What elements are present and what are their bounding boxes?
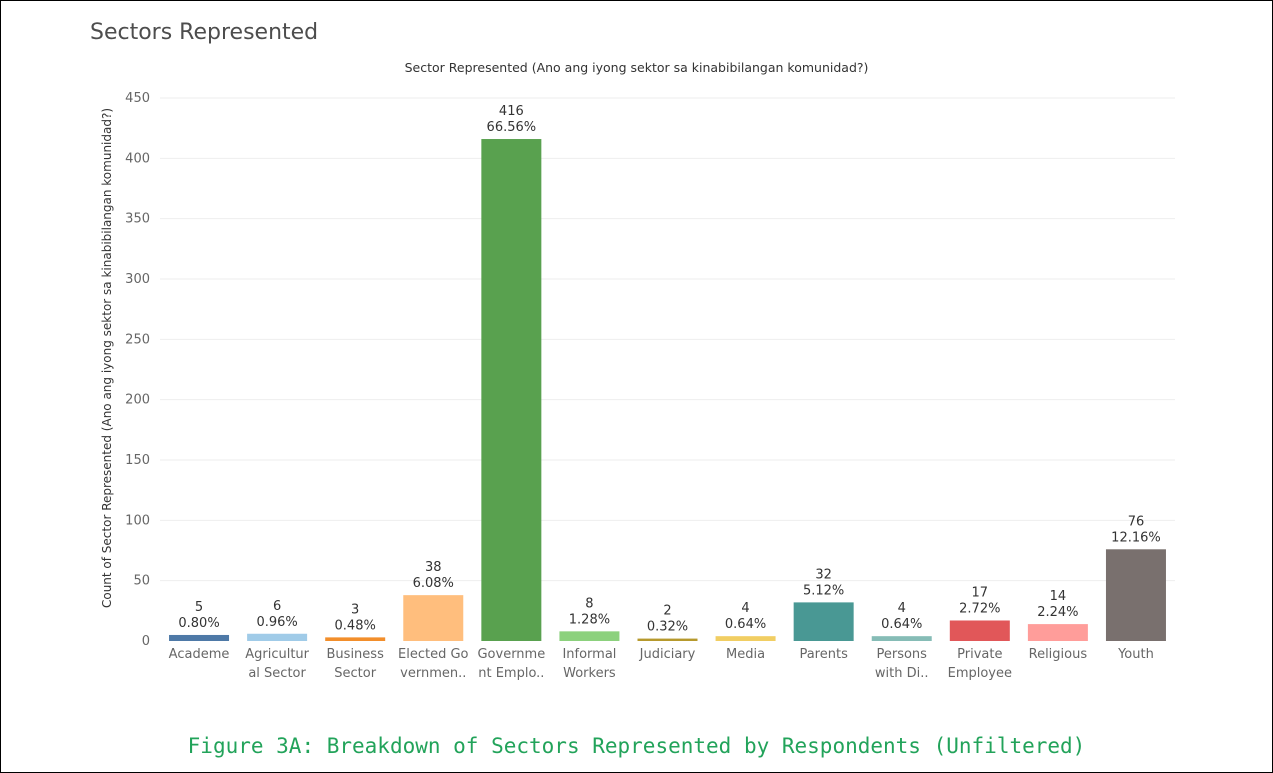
- bar-percent-label: 0.48%: [335, 618, 376, 633]
- category-label: vernmen..: [400, 666, 466, 681]
- bar-percent-label: 2.24%: [1037, 605, 1078, 620]
- bar: [1105, 549, 1166, 641]
- category-label: Informal: [562, 647, 616, 662]
- bar-percent-label: 1.28%: [569, 612, 610, 627]
- y-tick-label: 200: [125, 393, 150, 408]
- bar-value-label: 76: [1128, 514, 1145, 529]
- bar-value-label: 3: [351, 602, 359, 617]
- y-tick-label: 0: [142, 634, 150, 649]
- bar-value-label: 4: [741, 601, 749, 616]
- bar: [325, 637, 386, 641]
- y-tick-label: 300: [125, 272, 150, 287]
- category-label: Employee: [948, 666, 1012, 681]
- category-label: Youth: [1117, 647, 1154, 662]
- category-label: Agricultur: [245, 647, 309, 662]
- bar-percent-label: 0.32%: [647, 620, 688, 635]
- category-label: Religious: [1029, 647, 1088, 662]
- bar: [1027, 624, 1088, 641]
- y-tick-label: 450: [125, 91, 150, 106]
- bar-percent-label: 0.96%: [256, 615, 297, 630]
- gridlines: [160, 97, 1175, 582]
- figure-caption: Figure 3A: Breakdown of Sectors Represen…: [187, 734, 1086, 758]
- bar-percent-label: 66.56%: [487, 120, 537, 135]
- bar-value-label: 416: [499, 104, 524, 119]
- bar-percent-label: 0.64%: [881, 617, 922, 632]
- bar-percent-label: 12.16%: [1111, 530, 1161, 545]
- category-label: Workers: [563, 666, 616, 681]
- bar: [559, 631, 620, 641]
- bar: [793, 602, 854, 641]
- bar-value-label: 6: [273, 599, 281, 614]
- bar-percent-label: 0.80%: [178, 616, 219, 631]
- bars: [169, 139, 1166, 641]
- bar-percent-label: 0.64%: [725, 617, 766, 632]
- category-label: nt Emplo..: [478, 666, 544, 681]
- y-axis-label: Count of Sector Represented (Ano ang iyo…: [100, 108, 114, 608]
- category-label: Parents: [799, 647, 848, 662]
- chart-title: Sector Represented (Ano ang iyong sektor…: [404, 60, 869, 75]
- bar-value-label: 8: [585, 596, 593, 611]
- bar-value-label: 5: [195, 600, 203, 615]
- category-label: Persons: [876, 647, 927, 662]
- category-label: Sector: [334, 666, 376, 681]
- bar-chart: 0 50 100 150 200 250 300 350 400 450 Count of Sec…: [100, 91, 1175, 681]
- panel-title: Sectors Represented: [90, 20, 319, 45]
- bar: [949, 620, 1010, 641]
- y-tick-label: 150: [125, 453, 150, 468]
- bar: [871, 636, 932, 641]
- bar-value-label: 4: [898, 601, 906, 616]
- y-tick-label: 350: [125, 212, 150, 227]
- category-label: Private: [957, 647, 1002, 662]
- bar-percent-label: 2.72%: [959, 601, 1000, 616]
- bar: [715, 636, 776, 641]
- bar-value-label: 2: [663, 604, 671, 619]
- bar: [403, 595, 464, 641]
- y-axis-ticks: 0 50 100 150 200 250 300 350 400 450: [125, 91, 150, 649]
- bar-percent-label: 5.12%: [803, 583, 844, 598]
- bar: [247, 633, 308, 641]
- y-tick-label: 100: [125, 513, 150, 528]
- bar-value-label: 14: [1050, 589, 1067, 604]
- category-label: Media: [726, 647, 765, 662]
- category-label: Academe: [169, 647, 230, 662]
- category-label: Judiciary: [639, 647, 696, 662]
- bar-value-label: 17: [972, 585, 989, 600]
- bar-value-label: 38: [425, 560, 442, 575]
- bar-percent-label: 6.08%: [413, 576, 454, 591]
- category-label: Governme: [477, 647, 545, 662]
- category-label: al Sector: [248, 666, 306, 681]
- y-tick-label: 250: [125, 332, 150, 347]
- y-tick-label: 400: [125, 151, 150, 166]
- category-label: Business: [327, 647, 385, 662]
- bar: [481, 139, 542, 641]
- y-tick-label: 50: [133, 574, 150, 589]
- bar: [169, 634, 230, 641]
- bar-value-label: 32: [815, 567, 832, 582]
- bar: [637, 638, 698, 641]
- category-label: Elected Go: [398, 647, 469, 662]
- category-labels: Academe Agricultur al Sector Business Sector…: [169, 647, 1154, 681]
- category-label: with Di..: [875, 666, 929, 681]
